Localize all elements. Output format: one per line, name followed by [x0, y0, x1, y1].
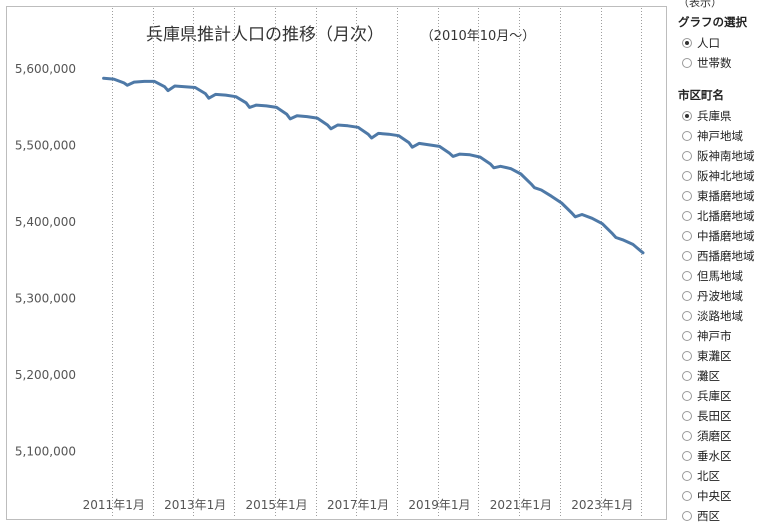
- area-select-option[interactable]: 東播磨地域: [678, 186, 777, 206]
- area-select-option-label: 但馬地域: [697, 269, 743, 283]
- radio-button-icon[interactable]: [682, 391, 692, 401]
- area-select-option[interactable]: 東灘区: [678, 346, 777, 366]
- graph-select-option[interactable]: 世帯数: [678, 53, 777, 73]
- area-select-group: 兵庫県神戸地域阪神南地域阪神北地域東播磨地域北播磨地域中播磨地域西播磨地域但馬地…: [678, 106, 777, 526]
- area-select-option-label: 淡路地域: [697, 309, 743, 323]
- y-tick-label: 5,300,000: [15, 292, 76, 306]
- radio-button-icon[interactable]: [682, 431, 692, 441]
- population-line-chart: 兵庫県推計人口の推移（月次） （2010年10月～） 5,100,000 5,20…: [6, 6, 667, 520]
- chart-subtitle: （2010年10月～）: [421, 29, 536, 44]
- side-top-label: （表示）: [678, 0, 722, 9]
- graph-select-title: グラフの選択: [678, 15, 747, 29]
- radio-button-icon[interactable]: [682, 271, 692, 281]
- area-select-option-label: 阪神北地域: [697, 169, 755, 183]
- area-select-option-label: 北区: [697, 469, 720, 483]
- area-select-option[interactable]: 灘区: [678, 366, 777, 386]
- chart-title: 兵庫県推計人口の推移（月次）: [146, 25, 384, 45]
- area-select-option[interactable]: 北区: [678, 466, 777, 486]
- x-tick-label: 2023年1月: [571, 498, 633, 512]
- area-select-option-label: 神戸地域: [697, 129, 743, 143]
- x-axis-ticks: 2011年1月 2013年1月 2015年1月 2017年1月 2019年1月 2021年…: [83, 498, 634, 512]
- radio-button-icon[interactable]: [682, 371, 692, 381]
- area-select-option[interactable]: 兵庫県: [678, 106, 777, 126]
- area-select-option[interactable]: 但馬地域: [678, 266, 777, 286]
- area-select-option[interactable]: 長田区: [678, 406, 777, 426]
- area-select-option-label: 兵庫区: [697, 389, 732, 403]
- area-select-option-label: 長田区: [697, 409, 732, 423]
- area-select-option-label: 阪神南地域: [697, 149, 755, 163]
- x-tick-label: 2021年1月: [490, 498, 552, 512]
- area-select-option-label: 西播磨地域: [697, 249, 755, 263]
- radio-button-icon[interactable]: [682, 291, 692, 301]
- y-tick-label: 5,400,000: [15, 215, 76, 229]
- area-select-option[interactable]: 中央区: [678, 486, 777, 506]
- area-select-option-label: 兵庫県: [697, 109, 732, 123]
- area-select-option[interactable]: 阪神南地域: [678, 146, 777, 166]
- area-select-option[interactable]: 垂水区: [678, 446, 777, 466]
- area-select-option[interactable]: 阪神北地域: [678, 166, 777, 186]
- radio-button-icon[interactable]: [682, 511, 692, 521]
- area-select-title: 市区町名: [678, 88, 724, 102]
- x-tick-label: 2019年1月: [408, 498, 470, 512]
- radio-button-icon[interactable]: [682, 151, 692, 161]
- graph-select-option-label: 人口: [697, 36, 720, 50]
- radio-button-icon[interactable]: [682, 131, 692, 141]
- area-select-option[interactable]: 淡路地域: [678, 306, 777, 326]
- radio-button-icon[interactable]: [682, 191, 692, 201]
- area-select-option-label: 神戸市: [697, 329, 732, 343]
- radio-button-icon[interactable]: [682, 211, 692, 221]
- graph-select-option[interactable]: 人口: [678, 33, 777, 53]
- area-select-option-label: 丹波地域: [697, 289, 743, 303]
- radio-button-icon[interactable]: [682, 231, 692, 241]
- radio-button-icon[interactable]: [682, 111, 692, 121]
- x-tick-label: 2011年1月: [83, 498, 145, 512]
- y-axis-ticks: 5,100,000 5,200,000 5,300,000 5,400,000 5,50…: [15, 62, 76, 459]
- area-select-option-label: 北播磨地域: [697, 209, 755, 223]
- population-series: [102, 76, 645, 255]
- area-select-option[interactable]: 丹波地域: [678, 286, 777, 306]
- area-select-option-label: 垂水区: [697, 449, 732, 463]
- graph-select-group: 人口 世帯数: [678, 33, 777, 73]
- radio-button-icon[interactable]: [682, 311, 692, 321]
- chart-frame: [6, 6, 667, 520]
- radio-button-icon[interactable]: [682, 411, 692, 421]
- area-select-option-label: 西区: [697, 509, 720, 523]
- month-separator-lines: [112, 8, 642, 518]
- x-tick-label: 2017年1月: [327, 498, 389, 512]
- radio-button-icon[interactable]: [682, 471, 692, 481]
- area-select-option[interactable]: 西播磨地域: [678, 246, 777, 266]
- area-select-option-label: 東播磨地域: [697, 189, 755, 203]
- radio-button-icon[interactable]: [682, 251, 692, 261]
- radio-button-icon[interactable]: [682, 451, 692, 461]
- area-select-option-label: 中央区: [697, 489, 732, 503]
- area-select-option[interactable]: 須磨区: [678, 426, 777, 446]
- radio-button-icon[interactable]: [682, 331, 692, 341]
- radio-button-icon[interactable]: [682, 491, 692, 501]
- area-select-option-label: 東灘区: [697, 349, 732, 363]
- area-select-option[interactable]: 神戸市: [678, 326, 777, 346]
- graph-select-option-label: 世帯数: [697, 56, 732, 70]
- y-tick-label: 5,600,000: [15, 62, 76, 76]
- population-line: [102, 76, 645, 255]
- area-select-option[interactable]: 神戸地域: [678, 126, 777, 146]
- x-tick-label: 2013年1月: [164, 498, 226, 512]
- y-tick-label: 5,100,000: [15, 445, 76, 459]
- area-select-option[interactable]: 兵庫区: [678, 386, 777, 406]
- radio-button-icon[interactable]: [682, 171, 692, 181]
- radio-button-icon[interactable]: [682, 38, 692, 48]
- area-select-option-label: 灘区: [697, 369, 720, 383]
- y-tick-label: 5,500,000: [15, 139, 76, 153]
- side-panel: （表示） グラフの選択 人口世帯数 市区町名 兵庫県神戸地域阪神南地域阪神北地域…: [678, 0, 777, 529]
- y-tick-label: 5,200,000: [15, 368, 76, 382]
- area-select-option-label: 中播磨地域: [697, 229, 755, 243]
- area-select-option[interactable]: 中播磨地域: [678, 226, 777, 246]
- area-select-option[interactable]: 西区: [678, 506, 777, 526]
- chart-panel: 兵庫県推計人口の推移（月次） （2010年10月～） 5,100,000 5,20…: [6, 6, 667, 520]
- radio-button-icon[interactable]: [682, 351, 692, 361]
- radio-button-icon[interactable]: [682, 58, 692, 68]
- x-tick-label: 2015年1月: [246, 498, 308, 512]
- area-select-option-label: 須磨区: [697, 429, 732, 443]
- area-select-option[interactable]: 北播磨地域: [678, 206, 777, 226]
